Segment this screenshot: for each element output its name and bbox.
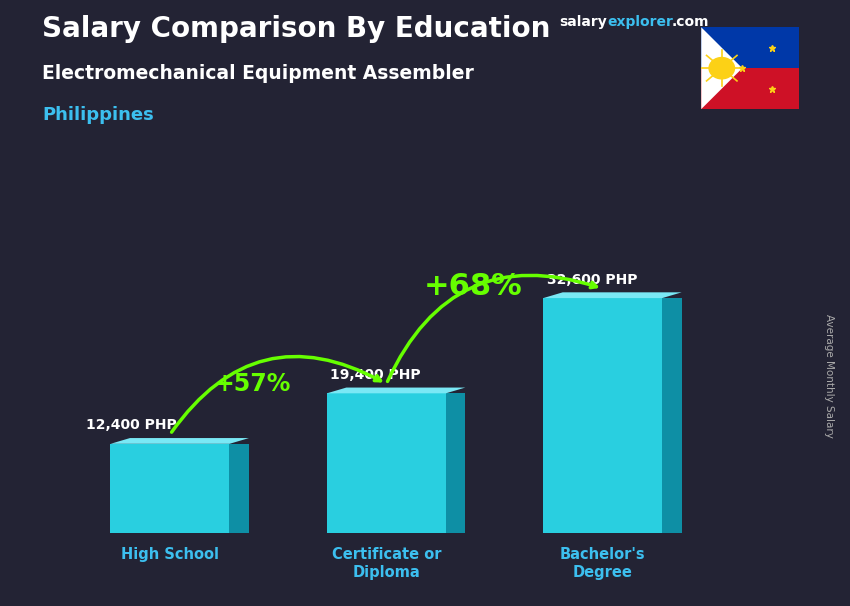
Text: 32,600 PHP: 32,600 PHP	[547, 273, 638, 287]
Text: +57%: +57%	[214, 372, 291, 396]
Polygon shape	[110, 438, 249, 444]
Polygon shape	[543, 298, 662, 533]
Polygon shape	[327, 388, 465, 393]
Polygon shape	[327, 393, 446, 533]
Polygon shape	[230, 444, 249, 533]
Circle shape	[709, 58, 734, 79]
Polygon shape	[543, 292, 682, 298]
Polygon shape	[110, 444, 230, 533]
Bar	[701, 27, 799, 68]
Text: Salary Comparison By Education: Salary Comparison By Education	[42, 15, 551, 43]
Text: Average Monthly Salary: Average Monthly Salary	[824, 314, 834, 438]
Text: salary: salary	[559, 15, 607, 29]
Text: Philippines: Philippines	[42, 106, 154, 124]
Text: explorer: explorer	[607, 15, 672, 29]
Text: +68%: +68%	[423, 272, 522, 301]
Text: 19,400 PHP: 19,400 PHP	[331, 368, 421, 382]
Polygon shape	[446, 393, 465, 533]
Polygon shape	[701, 27, 742, 109]
Text: Electromechanical Equipment Assembler: Electromechanical Equipment Assembler	[42, 64, 474, 82]
Text: 12,400 PHP: 12,400 PHP	[86, 418, 177, 432]
Bar	[701, 68, 799, 109]
Polygon shape	[662, 298, 682, 533]
Text: .com: .com	[672, 15, 709, 29]
